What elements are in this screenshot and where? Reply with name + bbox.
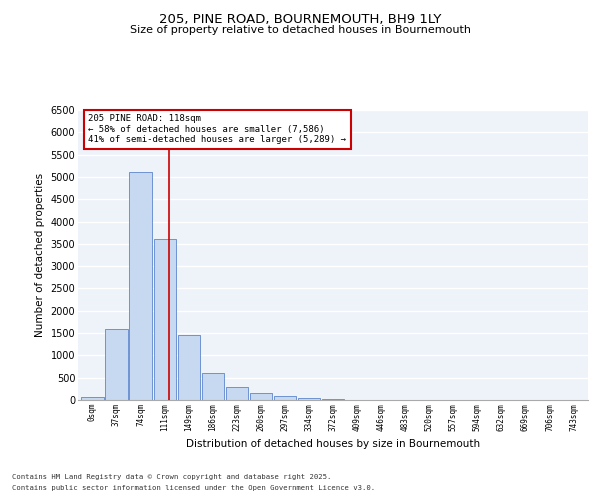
Text: 205, PINE ROAD, BOURNEMOUTH, BH9 1LY: 205, PINE ROAD, BOURNEMOUTH, BH9 1LY [159,12,441,26]
Bar [274,396,296,400]
Bar [298,398,320,400]
Text: 205 PINE ROAD: 118sqm
← 58% of detached houses are smaller (7,586)
41% of semi-d: 205 PINE ROAD: 118sqm ← 58% of detached … [88,114,346,144]
Bar [154,240,176,400]
Bar [226,386,248,400]
Bar [178,336,200,400]
Text: Size of property relative to detached houses in Bournemouth: Size of property relative to detached ho… [130,25,470,35]
Text: Contains HM Land Registry data © Crown copyright and database right 2025.: Contains HM Land Registry data © Crown c… [12,474,331,480]
Bar [106,328,128,400]
Bar [130,172,152,400]
Bar [82,397,104,400]
Bar [202,373,224,400]
Bar [250,394,272,400]
Y-axis label: Number of detached properties: Number of detached properties [35,173,45,337]
X-axis label: Distribution of detached houses by size in Bournemouth: Distribution of detached houses by size … [186,439,480,449]
Text: Contains public sector information licensed under the Open Government Licence v3: Contains public sector information licen… [12,485,375,491]
